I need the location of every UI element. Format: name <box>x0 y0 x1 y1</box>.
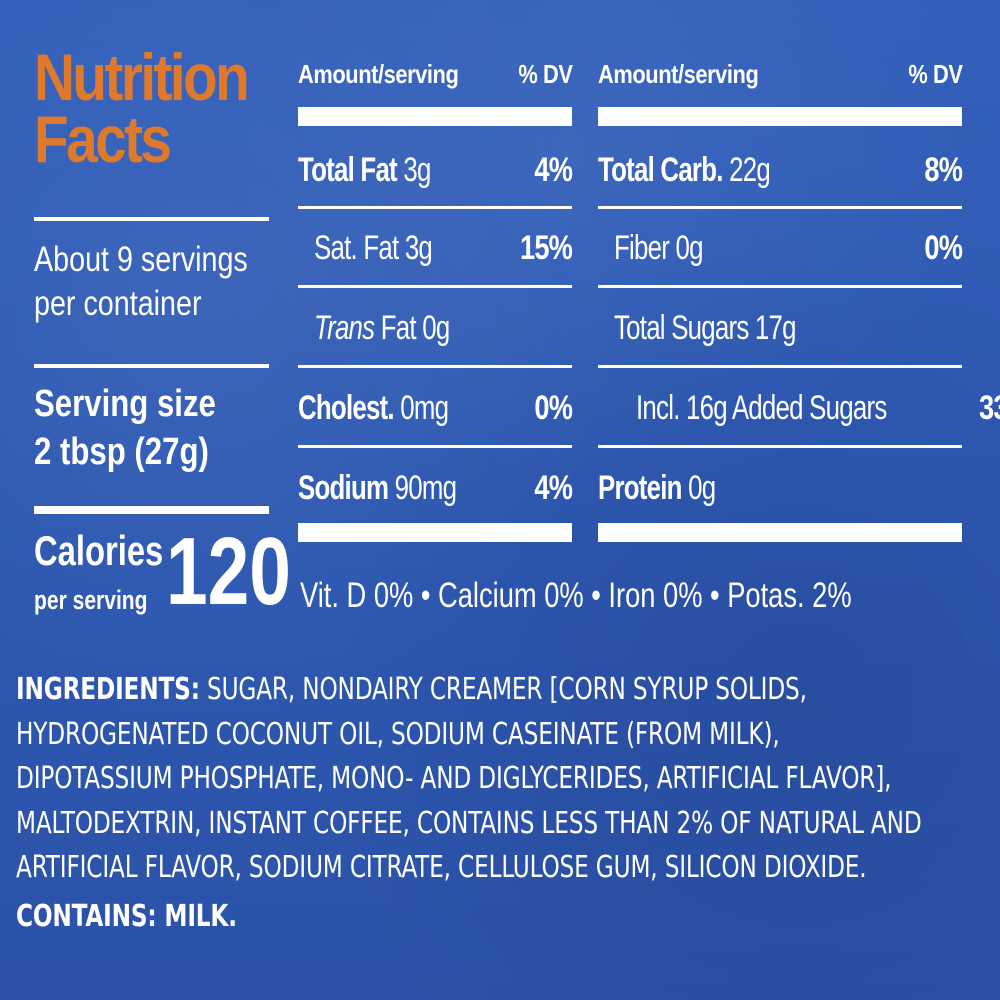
calories-value: 120 <box>166 518 291 625</box>
ingredients-line-4: MALTODEXTRIN, INSTANT COFFEE, CONTAINS L… <box>16 805 922 841</box>
mid-divider-1 <box>298 206 572 209</box>
right-header-dv: % DV <box>907 58 963 89</box>
row-protein: Protein 0g <box>598 468 716 507</box>
left-divider-servings <box>34 364 269 368</box>
ingredients-line-5: ARTIFICIAL FLAVOR, SODIUM CITRATE, CELLU… <box>16 850 867 885</box>
row-fiber: Fiber 0g 0% <box>614 228 963 267</box>
serving-size-label: Serving size <box>34 383 216 425</box>
servings-line-2: per container <box>34 284 202 323</box>
serving-size: Serving size 2 tbsp (27g) <box>34 380 256 476</box>
calories-label: Calories <box>34 527 164 574</box>
row-total-fat: Total Fat 3g 4% <box>298 150 573 189</box>
title-line-2: Facts <box>34 102 172 176</box>
ingredients-block: INGREDIENTS: SUGAR, NONDAIRY CREAMER [CO… <box>16 668 991 939</box>
right-divider-4 <box>598 445 962 448</box>
mid-divider-thick <box>298 107 572 126</box>
row-total-carb: Total Carb. 22g 8% <box>598 150 963 189</box>
left-divider-thick <box>34 506 269 514</box>
ingredients-line-2: HYDROGENATED COCONUT OIL, SODIUM CASEINA… <box>16 716 780 752</box>
ingredients-line-3: DIPOTASSIUM PHOSPHATE, MONO- AND DIGLYCE… <box>16 761 892 796</box>
ingredients-line-1: INGREDIENTS: SUGAR, NONDAIRY CREAMER [CO… <box>16 672 807 707</box>
right-divider-1 <box>598 206 962 209</box>
nutrition-facts-title: Nutrition Facts <box>34 40 250 176</box>
row-total-sugars: Total Sugars 17g <box>614 308 797 347</box>
calories-sublabel: per serving <box>34 585 148 615</box>
row-trans-fat: Trans Fat 0g <box>314 308 450 347</box>
mid-divider-3 <box>298 365 572 368</box>
right-col-header: Amount/serving % DV <box>598 54 962 94</box>
ingredients-label: INGREDIENTS: <box>16 672 200 707</box>
left-col-header: Amount/serving % DV <box>298 54 572 94</box>
serving-size-value: 2 tbsp (27g) <box>34 431 209 473</box>
left-header-amount: Amount/serving <box>298 58 459 89</box>
right-divider-2 <box>598 285 962 288</box>
title-line-1: Nutrition <box>34 40 250 114</box>
row-cholesterol: Cholest. 0mg 0% <box>298 388 573 427</box>
mid-divider-2 <box>298 285 572 288</box>
servings-per-container: About 9 servings per container <box>34 238 295 326</box>
mid-divider-4 <box>298 445 572 448</box>
row-sodium: Sodium 90mg 4% <box>298 468 573 507</box>
right-divider-thick <box>598 107 962 126</box>
vitamins-minerals: Vit. D 0% • Calcium 0% • Iron 0% • Potas… <box>300 576 852 615</box>
contains-statement: CONTAINS: MILK. <box>16 898 237 934</box>
right-divider-bottom <box>598 523 962 542</box>
left-header-dv: % DV <box>517 58 573 89</box>
row-added-sugars: Incl. 16g Added Sugars 33% <box>636 388 1000 427</box>
servings-line-1: About 9 servings <box>34 240 248 279</box>
mid-divider-bottom <box>298 523 572 542</box>
left-divider-top <box>34 217 269 221</box>
right-divider-3 <box>598 365 962 368</box>
row-sat-fat: Sat. Fat 3g 15% <box>314 228 573 267</box>
right-header-amount: Amount/serving <box>598 58 759 89</box>
